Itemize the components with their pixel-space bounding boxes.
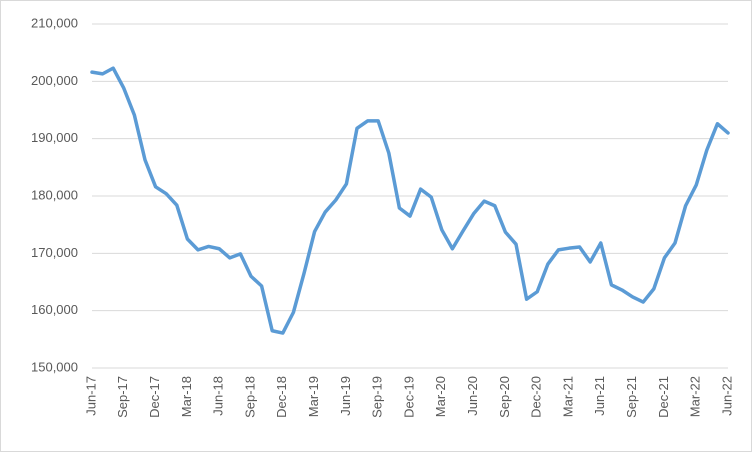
x-tick-label: Jun-22 xyxy=(719,376,734,416)
x-tick-label: Jun-18 xyxy=(211,376,226,416)
x-tick-label: Dec-20 xyxy=(529,376,544,418)
x-tick-label: Mar-22 xyxy=(688,376,703,417)
y-tick-label: 200,000 xyxy=(31,73,78,88)
x-tick-label: Sep-17 xyxy=(115,376,130,418)
x-tick-label: Mar-19 xyxy=(306,376,321,417)
x-tick-label: Jun-17 xyxy=(83,376,98,416)
x-tick-label: Sep-20 xyxy=(497,376,512,418)
x-tick-label: Jun-21 xyxy=(592,376,607,416)
x-tick-label: Sep-19 xyxy=(370,376,385,418)
x-tick-label: Dec-19 xyxy=(401,376,416,418)
x-tick-label: Mar-18 xyxy=(179,376,194,417)
data-line xyxy=(90,66,730,335)
x-tick-label: Jun-19 xyxy=(338,376,353,416)
x-tick-label: Mar-20 xyxy=(433,376,448,417)
y-tick-label: 190,000 xyxy=(31,130,78,145)
x-tick-label: Sep-18 xyxy=(242,376,257,418)
x-tick-label: Sep-21 xyxy=(624,376,639,418)
x-tick-label: Mar-21 xyxy=(560,376,575,417)
y-tick-label: 210,000 xyxy=(31,15,78,30)
y-tick-label: 180,000 xyxy=(31,187,78,202)
y-tick-label: 170,000 xyxy=(31,245,78,260)
x-tick-label: Dec-18 xyxy=(274,376,289,418)
y-tick-label: 160,000 xyxy=(31,302,78,317)
y-tick-label: 150,000 xyxy=(31,359,78,374)
x-tick-label: Dec-21 xyxy=(656,376,671,418)
x-tick-label: Dec-17 xyxy=(147,376,162,418)
x-tick-label: Jun-20 xyxy=(465,376,480,416)
